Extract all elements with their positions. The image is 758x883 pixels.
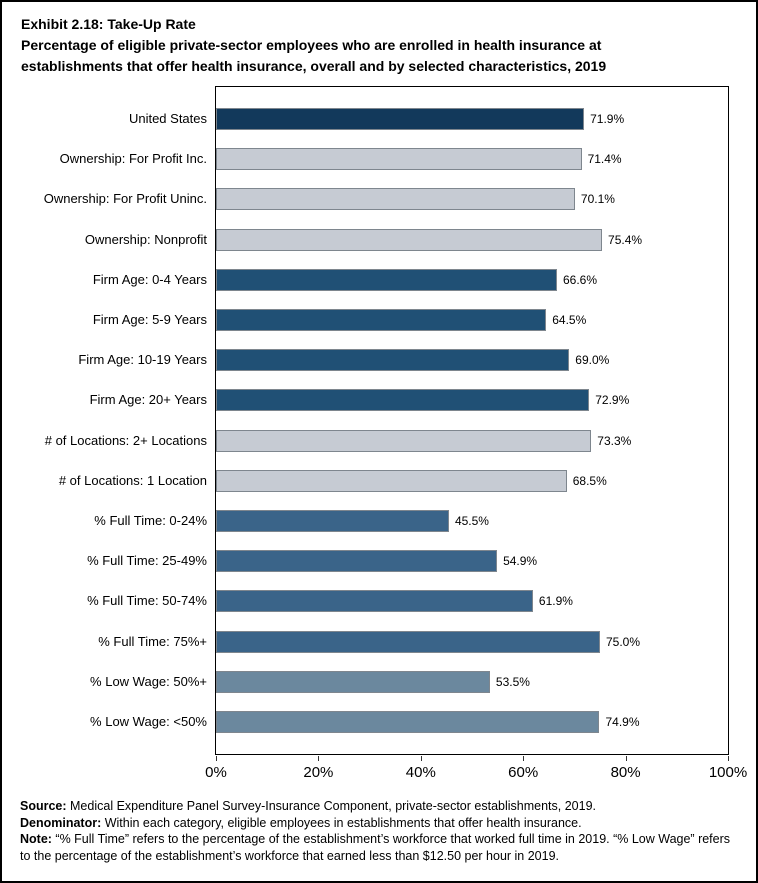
- x-axis-tick-label: 20%: [303, 764, 334, 781]
- x-axis-tick: [318, 756, 320, 761]
- title-block: Exhibit 2.18: Take-Up Rate Percentage of…: [21, 14, 733, 77]
- category-label: % Full Time: 0-24%: [94, 513, 207, 528]
- category-label: Ownership: For Profit Inc.: [59, 151, 207, 167]
- x-axis-tick: [216, 756, 217, 761]
- value-label: 66.6%: [562, 272, 598, 287]
- category-label: % Full Time: 75%+: [98, 633, 207, 649]
- denominator-line: Denominator: Within each category, eligi…: [20, 815, 740, 832]
- bar: [216, 108, 585, 130]
- value-label: 68.5%: [572, 473, 607, 488]
- x-axis-tick-label: 60%: [508, 764, 539, 781]
- bar: [216, 349, 570, 372]
- x-axis-tick: [625, 756, 627, 761]
- category-label: % Full Time: 25-49%: [87, 553, 207, 569]
- plot-area: [215, 86, 729, 755]
- source-line: Source: Medical Expenditure Panel Survey…: [20, 798, 740, 815]
- category-label: % Low Wage: 50%+: [90, 673, 207, 689]
- value-label: 70.1%: [580, 192, 615, 207]
- value-label: 54.9%: [503, 554, 538, 569]
- category-label: # of Locations: 2+ Locations: [44, 432, 207, 448]
- bar: [216, 550, 498, 573]
- category-label: # of Locations: 1 Location: [58, 472, 207, 488]
- exhibit-title: Exhibit 2.18: Take-Up Rate: [21, 16, 196, 32]
- bar: [216, 309, 547, 331]
- x-axis-tick: [420, 756, 422, 761]
- value-label: 75.4%: [608, 232, 643, 247]
- value-label: 72.9%: [595, 393, 630, 408]
- category-label: % Low Wage: <50%: [90, 714, 207, 729]
- bar: [216, 228, 603, 251]
- value-label: 75.0%: [606, 634, 641, 649]
- source-label: Source:: [20, 799, 67, 813]
- source-text: Medical Expenditure Panel Survey-Insuran…: [66, 799, 596, 813]
- exhibit-subtitle-line1: Percentage of eligible private-sector em…: [21, 37, 602, 53]
- bar: [216, 711, 600, 733]
- bar: [216, 630, 600, 653]
- note-text: “% Full Time” refers to the percentage o…: [20, 832, 731, 863]
- category-label: Firm Age: 10-19 Years: [78, 352, 207, 368]
- x-axis-tick-label: 100%: [708, 764, 748, 781]
- category-label: Firm Age: 0-4 Years: [92, 271, 207, 287]
- bar: [216, 148, 582, 171]
- denominator-text: Within each category, eligible employees…: [101, 815, 582, 830]
- value-label: 64.5%: [552, 313, 587, 327]
- value-label: 53.5%: [495, 674, 530, 689]
- bar: [216, 670, 490, 693]
- x-axis-tick: [523, 756, 525, 761]
- footer-notes: Source: Medical Expenditure Panel Survey…: [20, 798, 740, 864]
- category-label: Ownership: For Profit Uninc.: [43, 191, 207, 207]
- category-label: Firm Age: 5-9 Years: [92, 312, 207, 327]
- x-axis-tick: [728, 756, 729, 761]
- bar: [216, 389, 590, 412]
- value-label: 69.0%: [575, 353, 610, 368]
- bar: [216, 510, 449, 532]
- value-label: 74.9%: [605, 715, 640, 729]
- note-line: Note: “% Full Time” refers to the percen…: [20, 831, 740, 864]
- category-label: % Full Time: 50-74%: [87, 593, 207, 609]
- category-label: Ownership: Nonprofit: [84, 231, 207, 247]
- value-label: 61.9%: [538, 594, 573, 609]
- x-axis-tick-label: 80%: [610, 764, 641, 781]
- value-label: 71.4%: [587, 152, 622, 167]
- value-label: 73.3%: [597, 433, 632, 448]
- bar: [216, 469, 567, 492]
- denominator-label: Denominator:: [20, 815, 102, 830]
- note-label: Note:: [20, 832, 52, 846]
- x-axis-tick-label: 40%: [405, 764, 436, 781]
- bar: [216, 590, 533, 613]
- category-label: Firm Age: 20+ Years: [89, 392, 207, 408]
- value-label: 71.9%: [590, 112, 625, 126]
- value-label: 45.5%: [454, 514, 489, 528]
- x-axis-tick-label: 0%: [205, 764, 227, 781]
- bar: [216, 268, 557, 291]
- exhibit-subtitle-line2: establishments that offer health insuran…: [21, 58, 607, 74]
- category-label: United States: [128, 111, 207, 126]
- bar: [216, 188, 575, 211]
- bar: [216, 429, 592, 452]
